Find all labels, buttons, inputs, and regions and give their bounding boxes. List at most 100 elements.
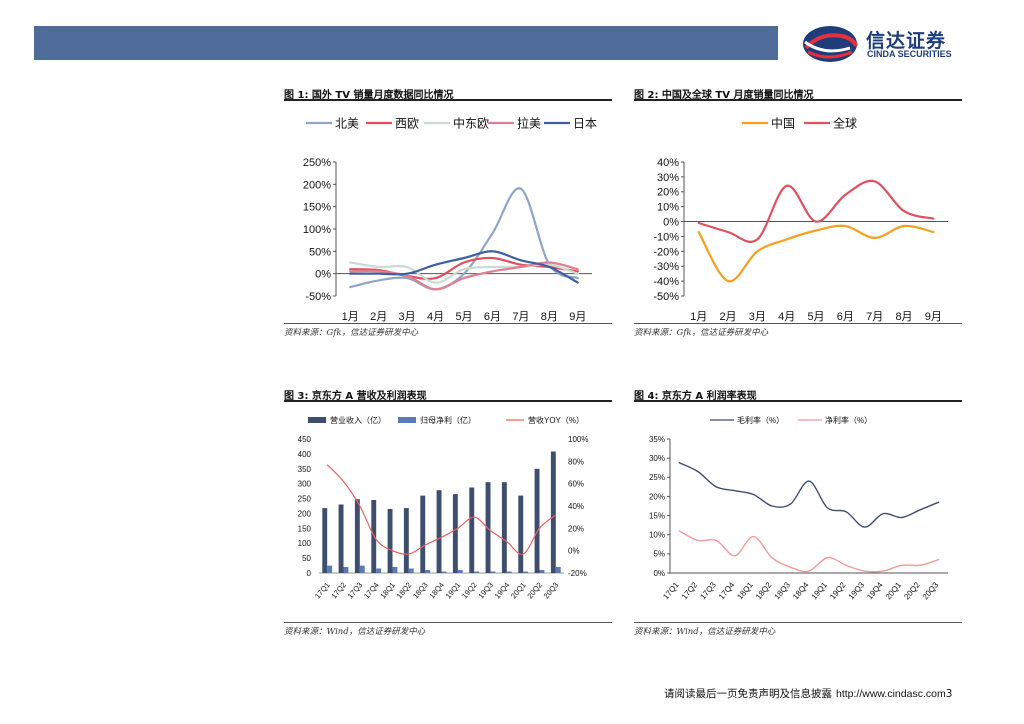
legend-label-5: 日本 (573, 117, 597, 131)
y-tick-label: 250 (298, 495, 312, 504)
x-tick-label: 1月 (690, 311, 707, 323)
figure-4-title: 图 4: 京东方 A 利润率表现 (634, 391, 757, 402)
y-tick-label: 0% (663, 217, 679, 229)
footer-disclaimer: 请阅读最后一页免责声明及信息披露 (664, 688, 832, 700)
legend-label-1: 营业收入（亿） (330, 415, 386, 425)
page-number: 3 (945, 688, 953, 700)
x-tick-label: 7月 (866, 311, 883, 323)
figure-3-bottom-rule (284, 622, 612, 623)
bar-revenue (338, 504, 344, 573)
series-line-2 (678, 530, 940, 573)
bar-net-profit (474, 571, 480, 573)
brand-name-cn: 信达证券 (866, 30, 947, 52)
footer-url[interactable]: http://www.cindasc.com (836, 688, 946, 700)
x-tick-label: 17Q2 (680, 580, 700, 601)
figure-2-bottom-rule (634, 323, 962, 324)
x-tick-label: 18Q3 (773, 580, 793, 601)
y-tick-label: 40% (657, 157, 679, 169)
bar-revenue (501, 482, 507, 573)
x-tick-label: 7月 (512, 311, 529, 323)
x-tick-label: 18Q1 (378, 581, 397, 601)
bar-net-profit (392, 567, 398, 573)
figure-3-chart: 营业收入（亿） 归母净利（亿） 营收YOY（%） 0 50 100 150 200 250 300… (298, 415, 589, 601)
x-tick-label: 18Q3 (411, 581, 430, 601)
x-tick-label: 8月 (541, 311, 558, 323)
bar-revenue (403, 508, 409, 573)
series-line-1 (678, 462, 940, 528)
series-line-4 (349, 261, 579, 291)
bar-revenue (550, 451, 556, 573)
figure-1-bottom-rule (284, 323, 612, 324)
x-tick-label: 17Q3 (346, 581, 365, 601)
series-line-5 (349, 250, 579, 284)
y-tick-label: 100 (298, 539, 312, 548)
figure-1-source: 资料来源：Gfk，信达证券研发中心 (284, 328, 419, 338)
figure-panel-3: 图 3: 京东方 A 营收及利润表现 营业收入（亿） 归母净利（亿） 营收YOY（%… (284, 387, 612, 637)
figure-1-chart: 北美 西欧 中东欧 拉美 日本 -50% 0% 50% 100% 150% 200% 250% 1月 2月… (303, 116, 597, 323)
x-tick-label: 4月 (427, 311, 444, 323)
y-tick-label: 30% (649, 454, 665, 463)
bar-net-profit (327, 565, 333, 573)
y2-tick-label: 40% (568, 502, 584, 511)
y-tick-label: 300 (298, 480, 312, 489)
y-tick-label: 10% (657, 202, 679, 214)
bar-net-profit (343, 567, 349, 573)
header-bar (34, 26, 778, 60)
x-tick-label: 3月 (399, 311, 416, 323)
series-line-2 (697, 179, 935, 243)
bar-revenue (518, 495, 524, 573)
x-tick-label: 19Q4 (493, 581, 512, 601)
figure-1-top-rule (284, 99, 612, 101)
y2-tick-label: 60% (568, 480, 584, 489)
x-tick-label: 17Q4 (362, 581, 381, 601)
bar-net-profit (506, 571, 512, 573)
bar-net-profit (425, 570, 431, 573)
series-line-yoy (326, 464, 557, 555)
x-tick-label: 19Q4 (865, 580, 885, 601)
legend-label-2: 净利率（%） (825, 415, 872, 425)
y2-tick-label: 100% (568, 435, 588, 444)
x-tick-label: 17Q1 (661, 580, 681, 601)
y2-tick-label: 20% (568, 524, 584, 533)
y-tick-label: 400 (298, 450, 312, 459)
y-tick-label: 100% (303, 224, 331, 236)
y-tick-label: -40% (653, 276, 679, 288)
figure-4-top-rule (634, 400, 962, 402)
x-tick-label: 19Q3 (847, 580, 867, 601)
bar-net-profit (457, 570, 463, 573)
x-tick-label: 20Q1 (509, 581, 528, 601)
figure-panel-2: 图 2: 中国及全球 TV 月度销量同比情况 中国 全球 -50% -40% -30% -… (634, 86, 962, 346)
x-tick-label: 18Q4 (791, 580, 811, 601)
legend-label-2: 西欧 (395, 117, 419, 131)
bar-net-profit (408, 568, 414, 573)
x-tick-label: 5月 (455, 311, 472, 323)
x-tick-label: 19Q1 (810, 580, 830, 601)
bar-revenue (534, 468, 540, 573)
x-tick-label: 4月 (778, 311, 795, 323)
bar-revenue (354, 499, 360, 573)
x-tick-label: 20Q3 (921, 580, 941, 601)
series-line-1 (697, 224, 935, 283)
brand-name-en: CINDA SECURITIES (867, 49, 952, 59)
y-tick-label: 5% (653, 550, 665, 559)
x-tick-label: 19Q2 (828, 580, 848, 601)
y-tick-label: -20% (653, 246, 679, 258)
y2-tick-label: 80% (568, 457, 584, 466)
y2-tick-label: -20% (568, 569, 587, 578)
figure-2-source: 资料来源：Gfk，信达证券研发中心 (634, 328, 769, 338)
x-tick-label: 6月 (484, 311, 501, 323)
y-tick-label: 35% (649, 435, 665, 444)
x-tick-label: 2月 (370, 311, 387, 323)
legend-label-1: 中国 (771, 116, 795, 131)
y-tick-label: 350 (298, 465, 312, 474)
y-tick-label: 250% (303, 157, 331, 169)
legend-label-2: 全球 (833, 116, 857, 131)
figure-2-chart: 中国 全球 -50% -40% -30% -20% -10% 0% 10% 20% 30% 40% 1月… (653, 116, 948, 323)
x-tick-label: 18Q2 (395, 581, 414, 601)
x-tick-label: 8月 (895, 311, 912, 323)
x-tick-label: 20Q3 (542, 581, 561, 601)
legend-label-1: 毛利率（%） (737, 415, 784, 425)
bar-revenue (387, 509, 393, 573)
y-tick-label: 150% (303, 202, 331, 214)
x-tick-label: 18Q1 (735, 580, 755, 601)
